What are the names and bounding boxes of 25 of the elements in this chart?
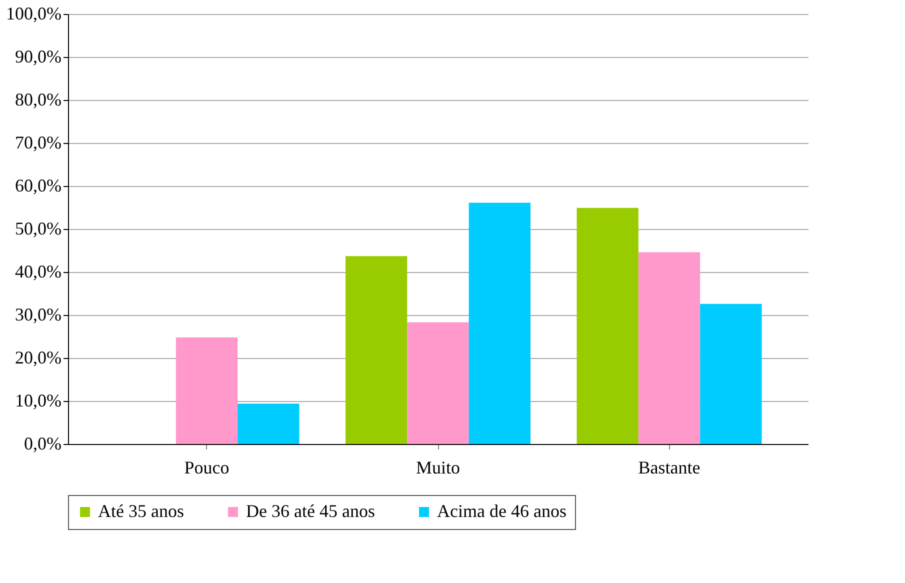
x-tick-label: Muito (416, 458, 460, 478)
legend-label: Até 35 anos (98, 501, 184, 521)
bar (576, 208, 638, 444)
y-tick-label: 60,0% (15, 176, 62, 196)
bar (176, 337, 238, 444)
y-tick-label: 40,0% (15, 262, 62, 282)
y-tick-label: 80,0% (15, 90, 62, 110)
legend-label: Acima de 46 anos (437, 501, 566, 521)
bar (407, 322, 469, 444)
bar (700, 304, 762, 444)
y-tick-label: 70,0% (15, 132, 62, 152)
bar (238, 404, 300, 444)
y-tick-label: 10,0% (15, 390, 62, 410)
legend-label: De 36 até 45 anos (246, 501, 375, 521)
y-tick-label: 0,0% (24, 434, 62, 454)
bar (468, 202, 530, 444)
y-tick-label: 90,0% (15, 46, 62, 66)
x-tick-label: Bastante (638, 458, 700, 478)
x-tick-label: Pouco (184, 458, 230, 478)
y-tick-label: 50,0% (15, 218, 62, 238)
y-tick-label: 100,0% (6, 4, 62, 24)
bar (638, 252, 700, 444)
y-tick-label: 30,0% (15, 304, 62, 324)
bar (346, 256, 408, 444)
y-tick-label: 20,0% (15, 348, 62, 368)
